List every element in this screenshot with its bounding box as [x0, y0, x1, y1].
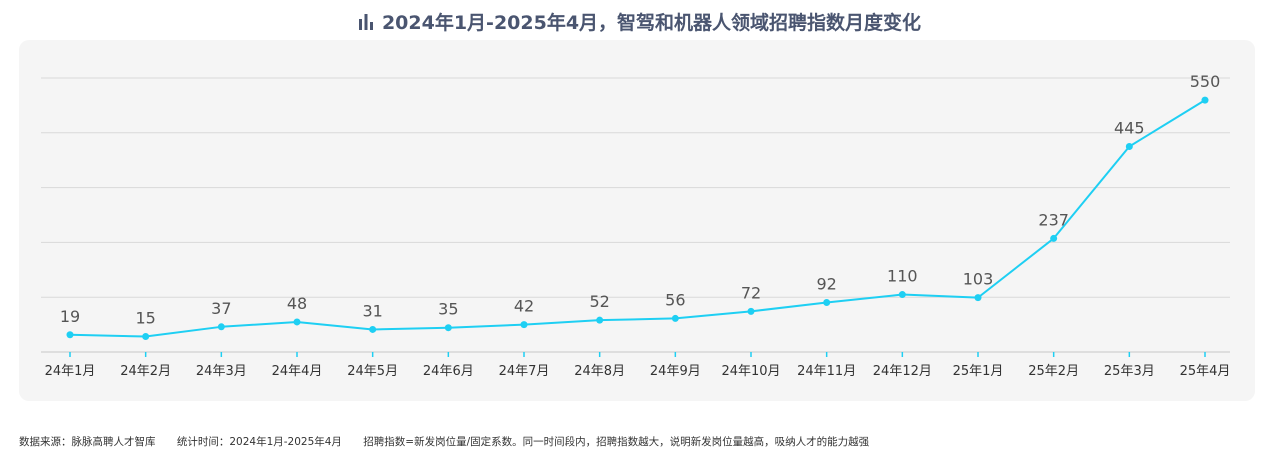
data-point [671, 314, 679, 322]
data-point [596, 316, 604, 324]
data-point [293, 318, 301, 326]
chart-title-bar: 2024年1月-2025年4月，智驾和机器人领域招聘指数月度变化 [0, 6, 1279, 36]
data-point [1125, 143, 1133, 150]
chart-title: 2024年1月-2025年4月，智驾和机器人领域招聘指数月度变化 [381, 11, 922, 34]
x-tick-label: 25年1月 [953, 364, 1004, 379]
data-point [217, 323, 225, 331]
data-point [444, 324, 452, 332]
x-tick-label: 24年6月 [423, 364, 474, 379]
x-tick-label: 24年12月 [873, 364, 932, 379]
x-tick-label: 24年9月 [650, 364, 701, 379]
x-tick-label: 24年10月 [721, 364, 780, 379]
x-tick-label: 25年3月 [1104, 364, 1155, 379]
data-label: 35 [438, 300, 458, 319]
x-tick-label: 25年2月 [1028, 364, 1079, 379]
x-tick-label: 24年1月 [45, 364, 96, 379]
x-tick-label: 24年4月 [272, 364, 323, 379]
data-label: 103 [963, 270, 994, 289]
data-label: 52 [589, 292, 609, 311]
data-point [1050, 234, 1058, 242]
x-tick-label: 24年7月 [499, 364, 550, 379]
footer: 数据来源：脉脉高聘人才智库 统计时间：2024年1月-2025年4月 招聘指数=… [19, 434, 887, 450]
data-point [66, 331, 74, 339]
footer-period: 统计时间：2024年1月-2025年4月 [176, 436, 342, 448]
line-chart: 24年1月 24年2月 24年3月 24年4月 24年5月 24年6月 24年7月 24年8月… [41, 72, 1231, 379]
data-label: 37 [211, 299, 231, 318]
data-point [142, 333, 150, 341]
x-tick-label: 24年8月 [574, 364, 625, 379]
data-label: 31 [362, 301, 382, 320]
series-line [69, 99, 1206, 338]
data-point [747, 307, 755, 315]
x-tick-label: 25年4月 [1180, 364, 1231, 379]
data-point [823, 299, 831, 307]
x-tick-label: 24年11月 [797, 364, 856, 379]
data-label: 72 [741, 283, 761, 302]
data-label: 550 [1190, 72, 1221, 91]
data-label: 42 [514, 297, 534, 316]
data-label: 237 [1038, 210, 1069, 229]
data-label: 56 [665, 290, 685, 309]
x-tick-label: 24年3月 [196, 364, 247, 379]
chart-panel [19, 40, 1255, 401]
data-label: 48 [287, 294, 307, 313]
data-point [974, 294, 982, 302]
data-label: 19 [60, 307, 80, 326]
data-point [520, 321, 528, 329]
x-tick-label: 24年2月 [120, 364, 171, 379]
bar-chart-icon [358, 13, 373, 30]
data-point [369, 325, 377, 333]
data-label: 445 [1114, 119, 1145, 138]
data-label: 110 [887, 267, 918, 286]
data-label: 15 [135, 309, 155, 328]
x-tick-label: 24年5月 [347, 364, 398, 379]
data-label: 92 [816, 275, 836, 294]
data-point [1201, 96, 1209, 104]
footer-source: 数据来源：脉脉高聘人才智库 [19, 436, 156, 448]
footer-note: 招聘指数=新发岗位量/固定系数。同一时间段内，招聘指数越大，说明新发岗位量越高，… [363, 436, 870, 448]
data-point [898, 291, 906, 299]
